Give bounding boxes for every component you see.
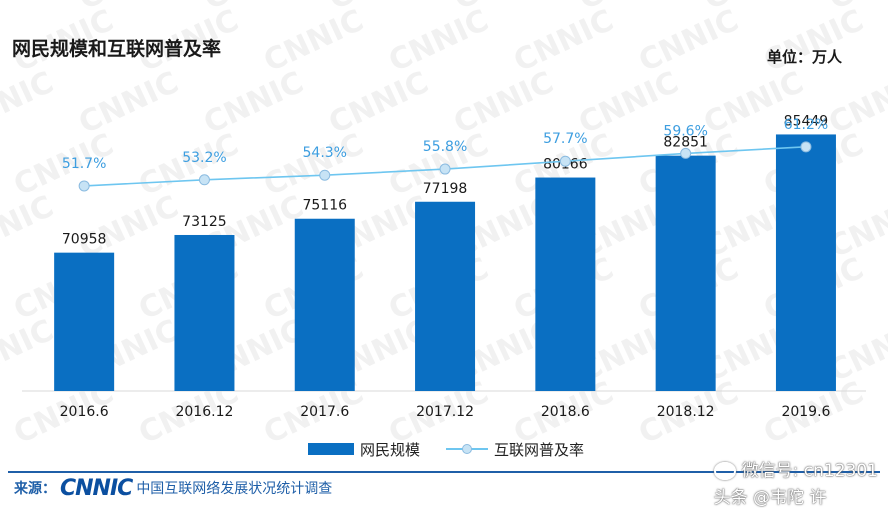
legend-bar-swatch <box>308 443 354 455</box>
percent-label: 55.8% <box>423 139 467 155</box>
wechat-id: 微信号: cn12301 <box>713 456 878 481</box>
legend: 网民规模 互联网普及率 <box>308 438 610 460</box>
bar <box>415 201 476 391</box>
x-tick-label: 2017.6 <box>300 404 349 420</box>
bar <box>174 234 235 391</box>
bar-value-label: 75116 <box>302 198 347 214</box>
bar <box>775 134 836 391</box>
line-point <box>319 169 331 181</box>
bar-value-label: 82851 <box>663 135 708 151</box>
line-point <box>680 147 692 159</box>
bar <box>294 218 355 391</box>
percent-label: 59.6% <box>663 123 707 139</box>
wechat-icon <box>713 462 736 480</box>
line-point <box>198 174 210 186</box>
line-point <box>78 180 90 192</box>
line-point <box>800 141 812 153</box>
percent-label: 57.7% <box>543 131 587 147</box>
bar <box>535 177 596 391</box>
source-line: 来源： CNNIC 中国互联网络发展状况统计调查 <box>14 475 333 501</box>
percent-label: 54.3% <box>303 145 347 161</box>
source-label: 来源： <box>14 481 56 497</box>
line-point <box>559 155 571 167</box>
footer-divider <box>8 471 880 473</box>
bar-value-label: 77198 <box>423 181 468 197</box>
legend-line-label: 互联网普及率 <box>494 440 585 459</box>
x-tick-label: 2018.6 <box>541 404 590 420</box>
social-overlay: 微信号: cn12301 头条 @韦陀 许 <box>713 456 878 508</box>
x-tick-label: 2017.12 <box>416 404 474 420</box>
x-tick-label: 2016.12 <box>175 404 233 420</box>
wechat-id-text: 微信号: cn12301 <box>741 461 878 481</box>
percent-label: 51.7% <box>62 156 106 172</box>
x-tick-label: 2016.6 <box>60 404 109 420</box>
x-tick-label: 2018.12 <box>657 404 715 420</box>
legend-line-swatch <box>446 443 489 455</box>
bar-value-label: 73125 <box>182 214 227 230</box>
chart-title: 网民规模和互联网普及率 <box>12 38 222 60</box>
bar-value-label: 70958 <box>62 232 107 248</box>
cnnic-logo: CNNIC <box>60 475 133 501</box>
bar-value-label: 85449 <box>784 113 829 129</box>
percent-label: 53.2% <box>182 150 226 166</box>
legend-item-bar: 网民规模 <box>308 439 420 460</box>
line-point <box>439 163 451 175</box>
source-text: 中国互联网络发展状况统计调查 <box>136 481 333 497</box>
legend-item-line: 互联网普及率 <box>446 439 584 460</box>
percent-label: 61.2% <box>784 117 828 133</box>
bar <box>655 155 716 391</box>
bar <box>54 252 115 391</box>
credit-text: 头条 @韦陀 许 <box>713 488 827 508</box>
unit-label: 单位：万人 <box>766 48 842 66</box>
legend-bar-label: 网民规模 <box>360 440 421 459</box>
x-tick-label: 2019.6 <box>781 404 830 420</box>
